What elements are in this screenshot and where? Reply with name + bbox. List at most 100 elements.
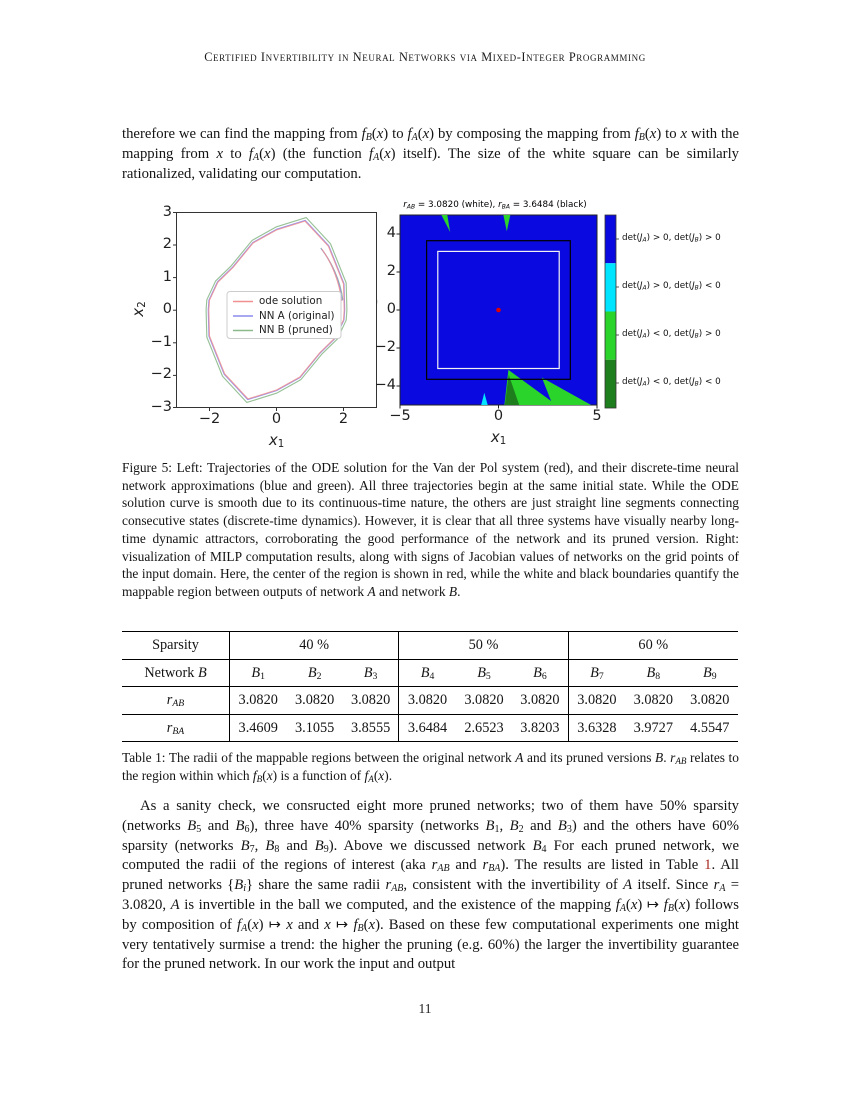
right-ytick: −4 bbox=[374, 377, 396, 393]
table-1: Sparsity 40 % 50 % 60 % Network B B1 B2 … bbox=[122, 631, 738, 742]
table-cell: 3.0820 bbox=[577, 692, 617, 708]
table-group-60: 60 % bbox=[638, 637, 669, 653]
table-cell: 3.0820 bbox=[464, 692, 504, 708]
colorbar-label-1: det(JA) > 0, det(JB) > 0 bbox=[622, 233, 721, 244]
colorbar-tick-marks bbox=[616, 238, 619, 384]
left-xtick: 0 bbox=[271, 411, 282, 427]
milp-plot bbox=[396, 214, 598, 409]
right-ylabel-clipped: ' bbox=[375, 298, 379, 312]
table-cell: B8 bbox=[646, 664, 661, 682]
left-ylabel: x2 bbox=[129, 301, 149, 317]
center-dot bbox=[496, 307, 501, 313]
table-cell: 3.1055 bbox=[294, 719, 335, 736]
table-cell: B1 bbox=[251, 664, 266, 682]
right-ytick: 4 bbox=[386, 225, 396, 241]
paragraph-2-text-before-ref: As a sanity check, we consructed eight m… bbox=[122, 798, 739, 875]
table-header-sparsity: Sparsity bbox=[122, 632, 230, 659]
jacobian-colorbar bbox=[604, 214, 619, 409]
table-row-rba: rBA 3.4609 3.1055 3.8555 3.6484 2.6523 3… bbox=[122, 713, 738, 741]
milp-tick-marks bbox=[396, 233, 598, 409]
left-xlabel: x1 bbox=[268, 431, 285, 451]
table-header-rab: rAB bbox=[122, 687, 230, 714]
table-header-rba: rBA bbox=[122, 714, 230, 741]
white-square-rab bbox=[437, 250, 560, 370]
left-ytick: 3 bbox=[162, 203, 172, 220]
table-row-rab: rAB 3.0820 3.0820 3.0820 3.0820 3.0820 3… bbox=[122, 686, 738, 714]
milp-plot-title: rAB = 3.0820 (white), rBA = 3.6484 (blac… bbox=[403, 200, 587, 211]
colorbar-label-3: det(JA) < 0, det(JB) > 0 bbox=[622, 329, 721, 340]
legend-label-nn-b: NN B (pruned) bbox=[259, 324, 333, 336]
left-ytick: 1 bbox=[162, 268, 172, 285]
table-cell: B5 bbox=[477, 664, 491, 682]
dark-green-region bbox=[504, 374, 520, 405]
table-group-50: 50 % bbox=[399, 632, 569, 659]
colorbar-segment-dark-green bbox=[605, 359, 616, 408]
table-cell: 3.0820 bbox=[512, 687, 569, 714]
colorbar-segment-cyan bbox=[605, 263, 616, 312]
table-group-40: 40 % bbox=[230, 632, 400, 659]
right-ytick: 2 bbox=[386, 263, 396, 279]
figure-5: 3 2 1 0 −1 −2 −3 −2 0 2 x2 x1 ode soluti… bbox=[129, 200, 770, 460]
paragraph-1: therefore we can find the mapping from f… bbox=[122, 126, 739, 182]
colorbar-segment-green bbox=[605, 311, 616, 360]
left-ytick: −3 bbox=[150, 399, 172, 415]
table-row-sparsity: Sparsity 40 % 50 % 60 % bbox=[122, 632, 738, 659]
table-cell: 2.6523 bbox=[464, 719, 504, 736]
trajectory-ode bbox=[208, 220, 345, 400]
table-cell: B4 bbox=[420, 664, 435, 682]
legend-label-ode: ode solution bbox=[259, 295, 323, 307]
table-cell: B3 bbox=[343, 659, 400, 686]
paragraph-2-text-after-ref: . All pruned networks {Bi} share the sam… bbox=[122, 857, 739, 973]
table-cell: 3.8203 bbox=[512, 714, 569, 741]
colorbar-label-2: det(JA) > 0, det(JB) < 0 bbox=[622, 281, 721, 292]
colorbar-segment-blue bbox=[605, 215, 616, 264]
table-cell: 3.0820 bbox=[294, 692, 335, 708]
left-ytick: −1 bbox=[150, 333, 172, 350]
colorbar-label-4: det(JA) < 0, det(JB) < 0 bbox=[622, 377, 721, 388]
table-row-network: Network B B1 B2 B3 B4 B5 B6 B7 B8 B9 bbox=[122, 658, 738, 686]
right-xtick: 5 bbox=[592, 408, 602, 424]
table-cell: 3.0820 bbox=[238, 692, 278, 708]
right-ytick: 0 bbox=[386, 301, 396, 317]
table-cell: 3.9727 bbox=[633, 719, 673, 736]
left-xtick: 2 bbox=[338, 411, 349, 427]
page-number: 11 bbox=[418, 1001, 432, 1016]
right-xtick: −5 bbox=[389, 408, 411, 424]
table-1-ref-link[interactable]: 1 bbox=[704, 857, 712, 874]
legend-label-nn-a: NN A (original) bbox=[259, 309, 335, 322]
table-cell: B2 bbox=[307, 664, 322, 682]
black-square-rba bbox=[426, 240, 571, 380]
left-ytick: 2 bbox=[162, 236, 172, 252]
green-region-top-middle bbox=[503, 215, 511, 232]
vanderpol-legend-box bbox=[226, 291, 342, 339]
left-ytick: 0 bbox=[162, 301, 172, 318]
table-cell: 3.4609 bbox=[238, 719, 278, 736]
table-header-network-b: Network B bbox=[122, 659, 230, 686]
table-cell: 3.0820 bbox=[343, 687, 400, 714]
vanderpol-tick-marks bbox=[173, 212, 344, 411]
cyan-region bbox=[481, 392, 488, 405]
table-cell: B7 bbox=[590, 664, 604, 682]
right-xtick: 0 bbox=[493, 408, 504, 424]
green-region-bottom-right bbox=[541, 377, 592, 405]
table-cell: 3.0820 bbox=[407, 692, 448, 708]
trajectory-nn-b bbox=[205, 216, 348, 404]
running-title: Certified Invertibility in Neural Networ… bbox=[204, 50, 646, 64]
green-region-bottom-left bbox=[504, 369, 557, 405]
table-cell: B9 bbox=[702, 664, 717, 682]
table-cell: 3.8555 bbox=[343, 714, 400, 741]
vanderpol-plot bbox=[173, 212, 377, 411]
table-cell: B6 bbox=[512, 659, 569, 686]
paragraph-2: As a sanity check, we consructed eight m… bbox=[122, 797, 739, 975]
figure-5-caption: Figure 5: Left: Trajectories of the ODE … bbox=[122, 460, 739, 599]
right-ytick: −2 bbox=[374, 339, 396, 355]
left-ytick: −2 bbox=[150, 366, 172, 383]
left-xtick: −2 bbox=[198, 411, 221, 427]
table-cell: 3.0820 bbox=[690, 692, 730, 708]
figure-5-plots-svg bbox=[173, 212, 619, 411]
table-cell: 3.6484 bbox=[407, 719, 448, 736]
table-cell: 3.6328 bbox=[577, 719, 617, 736]
green-region-top-left bbox=[441, 215, 451, 233]
right-xlabel: x1 bbox=[490, 428, 507, 448]
